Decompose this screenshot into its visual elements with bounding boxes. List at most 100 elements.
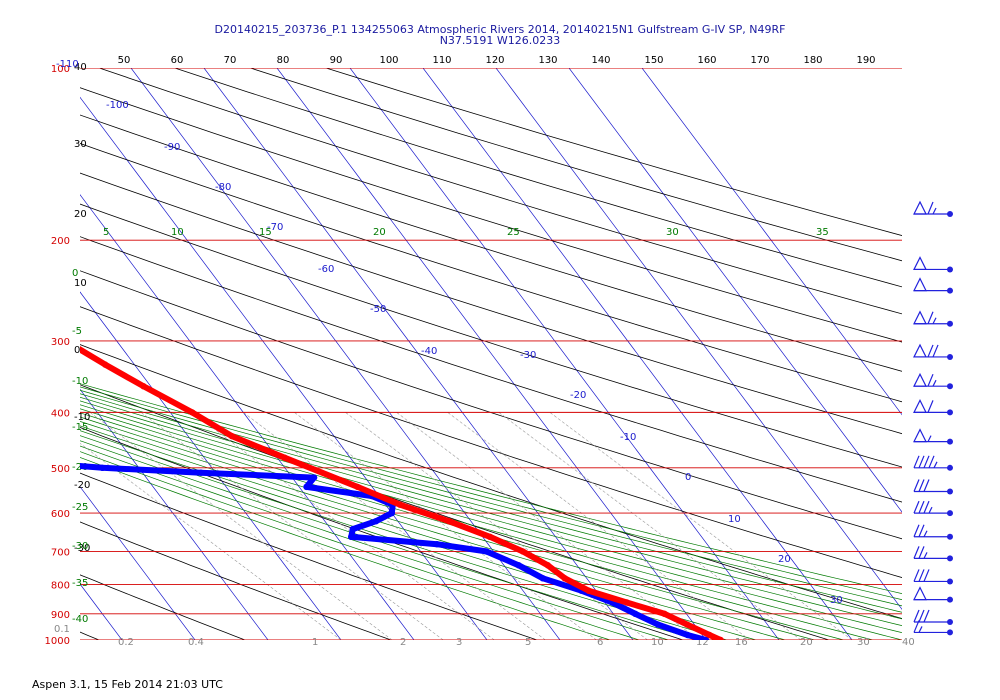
theta-e-label: 20: [373, 227, 386, 238]
top-axis-tick-label: 190: [856, 55, 875, 66]
isobar-label: 500: [51, 464, 70, 475]
left-axis-tick-label: -30: [74, 543, 90, 554]
temperature-point: [623, 599, 630, 606]
dry-adiabat-line: [80, 87, 902, 343]
temperature-point: [561, 575, 568, 582]
mixing-ratio-line: [345, 412, 648, 640]
wind-barb-flag: [923, 500, 930, 514]
dry-adiabat-line: [80, 142, 902, 403]
dry-adiabat-line: [80, 236, 902, 503]
dry-adiabat-line: [174, 68, 902, 288]
wind-barb: [913, 399, 953, 416]
wind-barb: [913, 372, 953, 390]
mixing-ratio-label: 0.1: [54, 624, 70, 635]
dewpoint-point: [388, 509, 395, 517]
top-axis-tick-label: 130: [538, 55, 557, 66]
dewpoint-point: [684, 631, 691, 639]
wind-barb: [913, 343, 953, 360]
mixing-ratio-line: [396, 412, 699, 640]
wind-barb-flag: [918, 524, 925, 538]
wind-barb-half-flag: [932, 379, 937, 387]
adiabat-label: -15: [72, 422, 88, 433]
dewpoint-point: [654, 621, 662, 628]
wind-barb-half-flag: [932, 317, 937, 325]
theta-e-label: 25: [507, 227, 520, 238]
dewpoint-point: [702, 636, 710, 640]
wind-barb: [913, 310, 953, 327]
wind-barb-pennant: [913, 399, 927, 413]
wind-barb-half-flag: [932, 207, 937, 215]
moist-adiabat-line: [80, 457, 611, 640]
wind-barb: [913, 586, 953, 603]
temperature-point: [486, 533, 494, 540]
left-axis-tick-label: 10: [74, 278, 87, 289]
moist-adiabat-line: [80, 396, 902, 620]
isotherm-label: 30: [830, 595, 843, 606]
moist-adiabat-line: [80, 421, 815, 640]
wind-barb: [913, 277, 953, 294]
wind-barb-flag: [918, 479, 925, 492]
wind-barb-half-flag: [918, 626, 923, 633]
dewpoint-point: [99, 464, 106, 471]
temperature-point: [189, 409, 196, 416]
mixing-ratio-label: 2: [400, 637, 406, 648]
mixing-ratio-label: 10: [651, 637, 664, 648]
wind-barb: [913, 479, 953, 495]
isobar-label: 800: [51, 581, 70, 592]
wind-barb-pennant: [913, 428, 927, 443]
wind-barb-flag: [913, 620, 920, 633]
wind-barb-pennant: [913, 277, 927, 292]
mixing-ratio-label: 12: [696, 637, 709, 648]
isobar-label: 1000: [45, 636, 70, 647]
isotherm-line: [80, 486, 196, 640]
top-axis-tick-label: 80: [277, 55, 290, 66]
left-axis-tick-label: 20: [74, 209, 87, 220]
temperature-point: [684, 621, 691, 628]
wind-barb-flag: [913, 609, 920, 623]
wind-barb-flag: [913, 479, 920, 492]
temperature-point: [7, 302, 13, 308]
dewpoint-point: [483, 548, 490, 555]
dry-adiabat-line: [80, 344, 902, 620]
footer-text: Aspen 3.1, 15 Feb 2014 21:03 UTC: [32, 678, 223, 691]
mixing-ratio-label: 3: [456, 637, 462, 648]
top-axis-tick-label: 110: [432, 55, 451, 66]
dewpoint-point: [632, 610, 639, 617]
dewpoint-point: [539, 575, 547, 582]
moist-adiabat-line: [80, 440, 698, 640]
adiabat-label: -40: [72, 614, 88, 625]
left-axis-tick-label: 30: [74, 139, 87, 150]
moist-adiabat-line: [80, 393, 902, 613]
theta-e-label: 15: [259, 227, 272, 238]
moist-adiabat-line: [80, 425, 786, 640]
mixing-ratio-label: 6: [597, 637, 603, 648]
wind-barb-pennant: [913, 586, 927, 601]
wind-barb: [913, 200, 953, 218]
mixing-ratio-line: [498, 412, 802, 640]
moist-adiabat-line: [80, 445, 669, 640]
theta-e-label: 35: [816, 227, 829, 238]
isotherm-line: [568, 68, 902, 513]
isobar-label: 300: [51, 337, 70, 348]
wind-barb-flag: [918, 609, 925, 623]
adiabat-label: -5: [72, 326, 82, 337]
mixing-ratio-line: [243, 412, 546, 640]
isotherm-line: [80, 194, 415, 640]
temperature-point: [717, 636, 724, 640]
adiabat-label: -35: [72, 578, 88, 589]
adiabat-label: -30: [72, 541, 88, 552]
isotherm-line: [80, 291, 342, 640]
top-axis-tick-label: 180: [803, 55, 822, 66]
theta-e-label: 30: [666, 227, 679, 238]
moist-adiabat-line: [80, 408, 902, 640]
top-axis-tick-label: 120: [485, 55, 504, 66]
temperature-point: [445, 518, 453, 525]
wind-barb: [913, 524, 953, 540]
moist-adiabat-line: [80, 386, 902, 601]
moist-adiabat-line: [80, 404, 902, 634]
wind-barb-flag: [927, 373, 934, 387]
mixing-ratio-line: [80, 442, 342, 640]
dry-adiabat-line: [80, 521, 392, 640]
